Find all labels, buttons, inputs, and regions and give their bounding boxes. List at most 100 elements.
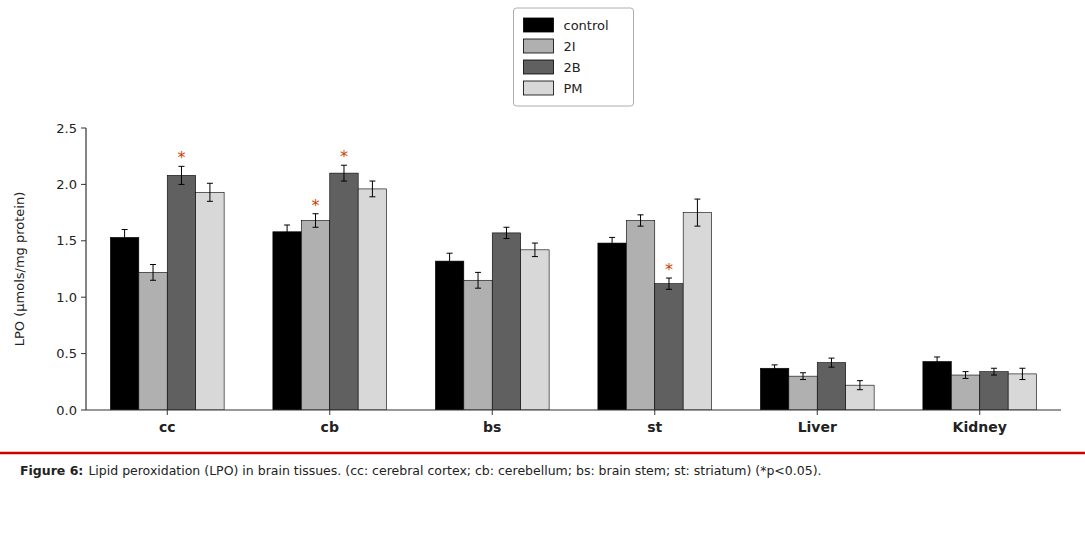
x-tick: [654, 410, 655, 415]
error-bar: [447, 253, 453, 269]
y-tick-label: 1.0: [56, 290, 77, 305]
error-bar: [207, 183, 213, 201]
error-bar: [666, 278, 672, 289]
error-bar-cap: [178, 184, 184, 185]
error-bar-cap: [638, 214, 644, 215]
error-bar: [828, 358, 834, 367]
error-bar-stem: [697, 199, 698, 226]
error-bar-cap: [963, 371, 969, 372]
bar: [683, 213, 711, 410]
error-bar-cap: [503, 227, 509, 228]
bar: [1008, 374, 1036, 410]
error-bar-stem: [287, 225, 288, 239]
caption-text: Lipid peroxidation (LPO) in brain tissue…: [88, 463, 821, 478]
error-bar-stem: [124, 230, 125, 246]
x-tick: [492, 410, 493, 415]
error-bar: [609, 237, 615, 248]
error-bar: [475, 272, 481, 288]
x-tick-label: Kidney: [953, 419, 1007, 435]
error-bar-stem: [774, 365, 775, 372]
chart-root: 0.00.51.01.52.02.5LPO (μmols/mg protein)…: [0, 0, 1085, 533]
error-bar-cap: [857, 389, 863, 390]
error-bar-stem: [859, 381, 860, 390]
bar: [980, 372, 1008, 410]
bar: [273, 232, 301, 410]
error-bar-cap: [609, 237, 615, 238]
error-bar-cap: [800, 372, 806, 373]
error-bar-stem: [803, 373, 804, 380]
bar: [330, 173, 358, 410]
x-tick: [167, 410, 168, 415]
error-bar-cap: [503, 238, 509, 239]
error-bar-cap: [963, 378, 969, 379]
error-bar: [638, 215, 644, 226]
x-tick-label: cc: [159, 419, 176, 435]
bar: [521, 250, 549, 410]
error-bar: [341, 165, 347, 181]
error-bar-cap: [122, 245, 128, 246]
x-tick: [329, 410, 330, 415]
error-bar-cap: [207, 183, 213, 184]
error-bar-cap: [609, 248, 615, 249]
error-bar-cap: [857, 380, 863, 381]
error-bar-stem: [640, 215, 641, 226]
error-bar: [369, 181, 375, 197]
error-bar-stem: [534, 243, 535, 257]
x-tick-label: cb: [321, 419, 339, 435]
error-bar-cap: [694, 199, 700, 200]
error-bar: [772, 365, 778, 372]
significance-marker: *: [665, 260, 673, 279]
error-bar: [178, 166, 184, 184]
legend-label: 2I: [564, 39, 576, 54]
bar: [464, 280, 492, 410]
legend-swatch: [524, 18, 554, 32]
y-tick: [81, 240, 86, 241]
bar: [923, 361, 951, 410]
bar: [598, 243, 626, 410]
error-bar-stem: [965, 372, 966, 379]
error-bar-cap: [991, 375, 997, 376]
error-bar-cap: [772, 364, 778, 365]
error-bar: [1019, 368, 1025, 379]
error-bar-cap: [694, 226, 700, 227]
error-bar-stem: [993, 368, 994, 375]
error-bar: [122, 230, 128, 246]
bar: [760, 368, 788, 410]
y-tick: [81, 297, 86, 298]
caption: Figure 6:Lipid peroxidation (LPO) in bra…: [20, 463, 822, 478]
error-bar-cap: [207, 201, 213, 202]
error-bar-cap: [532, 256, 538, 257]
error-bar-cap: [313, 227, 319, 228]
error-bar-stem: [668, 278, 669, 289]
error-bar-cap: [800, 379, 806, 380]
error-bar-cap: [991, 368, 997, 369]
error-bar: [150, 264, 156, 280]
error-bar-cap: [369, 181, 375, 182]
error-bar-cap: [1019, 368, 1025, 369]
error-bar-stem: [937, 357, 938, 366]
error-bar-stem: [506, 227, 507, 238]
legend-swatch: [524, 81, 554, 95]
y-tick: [81, 410, 86, 411]
error-bar-cap: [638, 226, 644, 227]
bar: [167, 175, 195, 410]
error-bar-cap: [341, 181, 347, 182]
error-bar-stem: [153, 264, 154, 280]
bar: [110, 237, 138, 410]
error-bar: [963, 372, 969, 379]
error-bar-stem: [372, 181, 373, 197]
error-bar-cap: [828, 367, 834, 368]
error-bar: [284, 225, 290, 239]
error-bar-cap: [475, 272, 481, 273]
error-bar: [857, 381, 863, 390]
error-bar-stem: [181, 166, 182, 184]
legend-swatch: [524, 60, 554, 74]
x-axis: cccbbsstLiverKidney: [86, 410, 1061, 435]
bar: [817, 363, 845, 410]
error-bar-cap: [369, 196, 375, 197]
error-bar-stem: [449, 253, 450, 269]
annotations: ****: [177, 147, 673, 279]
bar: [301, 220, 329, 410]
error-bar-cap: [150, 264, 156, 265]
y-axis: 0.00.51.01.52.02.5: [56, 121, 86, 418]
